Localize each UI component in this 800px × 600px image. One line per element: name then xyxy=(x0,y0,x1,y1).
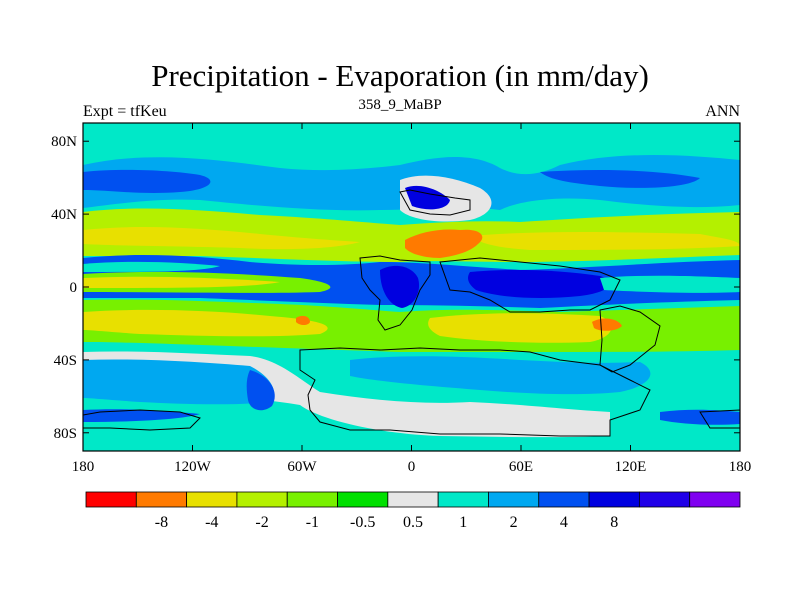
contour-antarctic-blue xyxy=(83,409,200,422)
contour-equator-teal xyxy=(83,261,220,272)
contour-africa-darkblue xyxy=(380,265,420,308)
contour-north-yellow xyxy=(83,227,360,250)
contour-south-orange xyxy=(296,315,310,325)
colorbar-label: -8 xyxy=(155,514,168,531)
colorbar-label: -2 xyxy=(255,514,268,531)
contour-north-darkblue xyxy=(83,169,211,193)
colorbar-label: 4 xyxy=(560,514,568,531)
y-tick-label: 40S xyxy=(54,353,77,369)
colorbar-swatch xyxy=(588,491,640,508)
season-label: ANN xyxy=(705,103,740,120)
contour-south-blue xyxy=(83,359,274,405)
contour-south-yellow xyxy=(83,309,328,337)
y-tick-label: 80S xyxy=(54,426,77,442)
contour-south-yellow-2 xyxy=(428,313,612,343)
plot-subtitle: 358_9_MaBP xyxy=(358,97,442,113)
map-field xyxy=(83,123,740,451)
contour-south-darkblue xyxy=(246,370,275,411)
x-tick-label: 180 xyxy=(72,459,95,475)
colorbar: -8 -4 -2 -1 -0.5 0.5 1 2 4 8 xyxy=(85,491,741,531)
colorbar-swatch xyxy=(638,491,691,508)
colorbar-swatch xyxy=(689,491,741,508)
plot-title: Precipitation - Evaporation (in mm/day) xyxy=(151,58,649,93)
colorbar-swatch xyxy=(538,491,590,508)
contour-arabia-orange xyxy=(405,229,483,258)
x-tick-label: 0 xyxy=(408,459,416,475)
y-axis: 80N 40N 0 40S 80S xyxy=(51,134,740,442)
colorbar-swatch xyxy=(286,491,338,508)
colorbar-label: 1 xyxy=(459,514,467,531)
contour-north-yellow-2 xyxy=(470,232,740,250)
colorbar-label: -0.5 xyxy=(350,514,375,531)
colorbar-swatch xyxy=(387,491,439,508)
contour-north-darkblue-3 xyxy=(405,185,450,210)
x-tick-label: 120W xyxy=(174,459,212,475)
colorbar-swatch xyxy=(236,491,288,508)
colorbar-swatch xyxy=(135,491,188,508)
y-tick-label: 0 xyxy=(70,280,78,296)
y-tick-label: 80N xyxy=(51,134,77,150)
x-axis: 180 120W 60W 0 60E 120E 180 xyxy=(72,123,752,475)
x-tick-label: 180 xyxy=(729,459,752,475)
contour-north-darkblue-2 xyxy=(540,170,700,188)
colorbar-swatch xyxy=(488,491,540,508)
contour-equator-yellow xyxy=(83,276,280,288)
colorbar-label: -4 xyxy=(205,514,218,531)
contour-asia-darkblue xyxy=(468,269,611,298)
colorbar-swatch xyxy=(337,491,389,508)
experiment-label: Expt = tfKeu xyxy=(83,103,167,120)
contour-eastpacific-teal xyxy=(600,275,740,293)
colorbar-label: 8 xyxy=(610,514,618,531)
contour-australia-orange xyxy=(592,318,622,331)
x-tick-label: 120E xyxy=(615,459,647,475)
colorbar-swatch xyxy=(437,491,489,508)
continent-outlines xyxy=(83,189,740,437)
contour-south-blue-2 xyxy=(350,356,651,395)
colorbar-label: -1 xyxy=(306,514,319,531)
colorbar-label: 0.5 xyxy=(403,514,423,531)
x-tick-label: 60E xyxy=(509,459,533,475)
x-tick-label: 60W xyxy=(287,459,317,475)
colorbar-label: 2 xyxy=(510,514,518,531)
y-tick-label: 40N xyxy=(51,207,77,223)
contour-antarctic-blue-2 xyxy=(660,409,740,425)
colorbar-swatch xyxy=(186,491,238,508)
colorbar-swatch xyxy=(85,491,137,508)
